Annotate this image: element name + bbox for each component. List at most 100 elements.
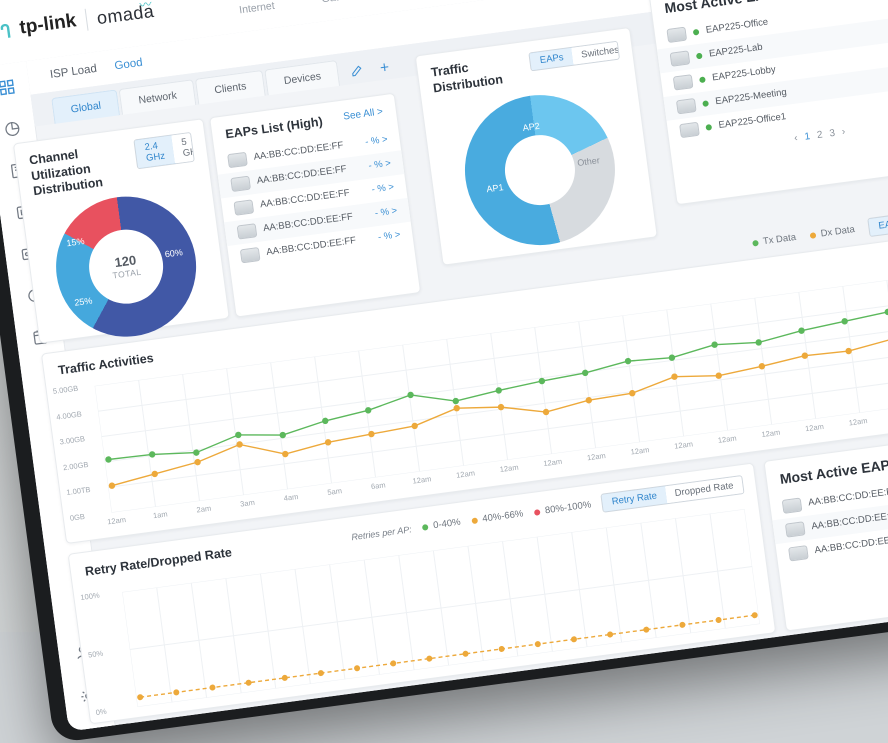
retry-rate-toggle: Retry Rate Dropped Rate xyxy=(601,475,745,513)
activities-toggle-eaps[interactable]: EAPs xyxy=(867,212,888,237)
traffic-activities-title: Traffic Activities xyxy=(57,351,154,379)
band-toggle: 2.4 GHz 5 GHz xyxy=(134,132,195,169)
grid-icon xyxy=(0,77,16,96)
ap-device-icon xyxy=(679,121,700,137)
ap-device-icon xyxy=(670,50,691,66)
legend-0-40[interactable]: 0-40% xyxy=(422,517,462,533)
isp-load-label: ISP Load xyxy=(49,63,97,81)
legend-40-66[interactable]: 40%-66% xyxy=(471,508,524,526)
toggle-dropped-rate[interactable]: Dropped Rate xyxy=(665,476,744,503)
y-axis-tick: 50% xyxy=(88,649,104,660)
ap-device-icon xyxy=(788,545,809,561)
x-axis-tick: 12am xyxy=(456,468,476,479)
x-axis-tick: 6am xyxy=(370,480,386,491)
status-dot-online xyxy=(705,124,712,131)
x-axis-tick: 12am xyxy=(761,428,781,439)
legend-80-100[interactable]: 80%-100% xyxy=(533,499,591,518)
legend-tx-data[interactable]: Tx Data xyxy=(751,232,796,249)
y-axis-tick: 1.00TB xyxy=(66,485,91,497)
status-dot-online xyxy=(699,76,706,83)
eaps-list-card: EAPs List (High) See All > AA:BB:CC:DD:E… xyxy=(209,93,421,318)
tp-link-mark-icon xyxy=(0,20,16,41)
y-axis-tick: 0GB xyxy=(69,512,85,523)
traffic-activities-legend: Tx Data Dx Data EAPs Switches xyxy=(751,205,888,253)
rr-chart-svg xyxy=(122,509,760,707)
traffic-toggle-switches[interactable]: Switches xyxy=(571,41,620,65)
band-option-24[interactable]: 2.4 GHz xyxy=(134,134,177,169)
x-axis-tick: 12am xyxy=(107,515,127,526)
y-axis-tick: 100% xyxy=(80,591,100,602)
ap-device-icon xyxy=(240,247,261,263)
plus-icon[interactable] xyxy=(373,54,396,81)
x-axis-tick: 3am xyxy=(240,498,256,509)
ap-device-icon xyxy=(782,497,803,513)
x-axis-tick: 2am xyxy=(196,504,212,515)
ap-device-icon xyxy=(673,74,694,90)
traffic-card-title: Traffic Distribution xyxy=(430,53,533,97)
y-axis-tick: 2.00GB xyxy=(63,460,89,472)
status-dot-online xyxy=(696,52,703,59)
tab-global[interactable]: Global xyxy=(51,89,120,124)
traffic-source-toggle: EAPs Switches xyxy=(529,41,620,72)
pagination-prev[interactable]: ‹ xyxy=(794,132,799,143)
x-axis-tick: 12am xyxy=(848,416,868,427)
y-axis-tick: 5.00GB xyxy=(52,384,78,396)
edit-icon[interactable] xyxy=(345,57,368,84)
toggle-retry-rate[interactable]: Retry Rate xyxy=(601,485,668,512)
x-axis-tick: 12am xyxy=(674,439,694,450)
channel-card-title: Channel Utilization Distribution xyxy=(28,140,139,201)
x-axis-tick: 12am xyxy=(717,433,737,444)
sidebar-item-dashboard[interactable] xyxy=(0,75,19,100)
band-option-5[interactable]: 5 GHz xyxy=(171,132,194,163)
x-axis-tick: 12am xyxy=(499,463,519,474)
channel-utilization-card: Channel Utilization Distribution 2.4 GHz… xyxy=(13,118,230,344)
x-axis-tick: 12am xyxy=(412,474,432,485)
x-axis-tick: 12am xyxy=(805,422,825,433)
channel-donut-chart[interactable]: 60% 25% 15% 120 TOTAL xyxy=(47,188,204,345)
activities-source-toggle: EAPs Switches xyxy=(867,205,888,237)
sidebar-item-statistics[interactable] xyxy=(0,116,24,141)
traffic-distribution-card: Traffic Distribution EAPs Switches AP2 O… xyxy=(415,27,658,266)
x-axis-tick: 12am xyxy=(586,451,606,462)
stat-gateway[interactable]: 1 Gateway xyxy=(296,0,386,8)
pagination-page-2[interactable]: 2 xyxy=(816,129,823,141)
traffic-donut-chart[interactable]: AP2 Other AP1 xyxy=(455,86,624,255)
y-axis-tick: 3.00GB xyxy=(59,434,85,446)
x-axis-tick: 1am xyxy=(152,509,168,520)
pagination-next[interactable]: › xyxy=(841,126,846,137)
isp-load-value[interactable]: Good xyxy=(114,57,143,73)
retry-rate-plot[interactable]: 0%50%100% xyxy=(122,509,760,707)
y-axis-tick: 0% xyxy=(95,707,107,717)
x-axis-tick: 5am xyxy=(327,486,343,497)
ap-device-icon xyxy=(230,175,251,191)
most-active-eaps-card: Most Active EAPs See All > EAP225-Office… xyxy=(648,0,888,205)
pie-chart-icon xyxy=(2,119,21,138)
ap-device-icon xyxy=(233,199,254,215)
ap-device-icon xyxy=(227,151,248,167)
pagination-page-1[interactable]: 1 xyxy=(804,131,811,143)
brand-logo[interactable]: tp-link omada 〰 xyxy=(0,0,175,45)
ap-device-icon xyxy=(237,223,258,239)
x-axis-tick: 12am xyxy=(630,445,650,456)
pagination-page-3[interactable]: 3 xyxy=(829,127,836,139)
tab-clients[interactable]: Clients xyxy=(195,70,266,105)
traffic-toggle-eaps[interactable]: EAPs xyxy=(529,47,575,72)
brand-divider xyxy=(85,9,89,31)
eaps-list-see-all[interactable]: See All > xyxy=(343,106,384,122)
tab-network[interactable]: Network xyxy=(119,79,196,115)
retry-card-title: Retry Rate/Dropped Rate xyxy=(84,545,233,580)
tab-devices[interactable]: Devices xyxy=(264,60,340,95)
legend-dx-data[interactable]: Dx Data xyxy=(809,224,855,241)
omada-wave-icon: 〰 xyxy=(138,0,153,13)
ap-device-icon xyxy=(666,26,687,42)
stat-internet[interactable]: Normal Internet xyxy=(211,0,301,20)
tp-link-wordmark: tp-link xyxy=(18,10,77,39)
y-axis-tick: 4.00GB xyxy=(56,409,82,421)
status-dot-online xyxy=(702,100,709,107)
x-axis-tick: 4am xyxy=(283,492,299,503)
ap-device-icon xyxy=(785,521,806,537)
omada-wordmark: omada 〰 xyxy=(96,0,156,28)
ap-device-icon xyxy=(676,97,697,113)
status-dot-online xyxy=(693,28,700,35)
most-active-eaps-bottom-card: Most Active EAPs AA:BB:CC:DD:EE:FF AA:BB… xyxy=(763,428,888,632)
